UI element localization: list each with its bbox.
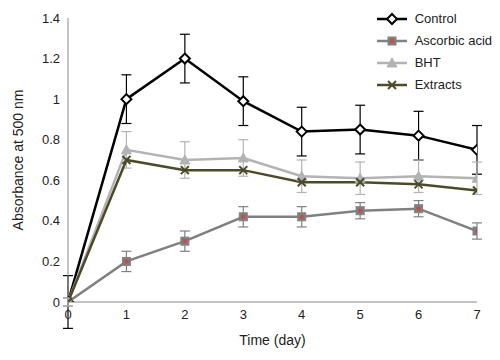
- svg-text:4: 4: [298, 307, 305, 322]
- svg-text:0: 0: [53, 295, 60, 310]
- svg-text:1.4: 1.4: [42, 11, 60, 26]
- svg-text:1: 1: [53, 92, 60, 107]
- svg-text:6: 6: [415, 307, 422, 322]
- html-text:Ascorbic acid: Ascorbic acid: [414, 33, 492, 48]
- svg-text:5: 5: [357, 307, 364, 322]
- svg-text:0.8: 0.8: [42, 132, 60, 147]
- html-text:Extracts: Extracts: [414, 77, 462, 92]
- svg-text:Time (day): Time (day): [239, 332, 305, 348]
- svg-text:1: 1: [123, 307, 130, 322]
- svg-text:1.2: 1.2: [42, 51, 60, 66]
- svg-text:0.4: 0.4: [42, 213, 60, 228]
- svg-text:0.6: 0.6: [42, 173, 60, 188]
- html-text:Control: Control: [414, 11, 457, 26]
- svg-text:7: 7: [473, 307, 480, 322]
- svg-text:0: 0: [64, 307, 71, 322]
- svg-text:2: 2: [181, 307, 188, 322]
- svg-text:3: 3: [240, 307, 247, 322]
- svg-text:Absorbance at 500 nm: Absorbance at 500 nm: [10, 90, 26, 231]
- svg-text:0.2: 0.2: [42, 254, 60, 269]
- html-text:BHT: BHT: [414, 55, 441, 70]
